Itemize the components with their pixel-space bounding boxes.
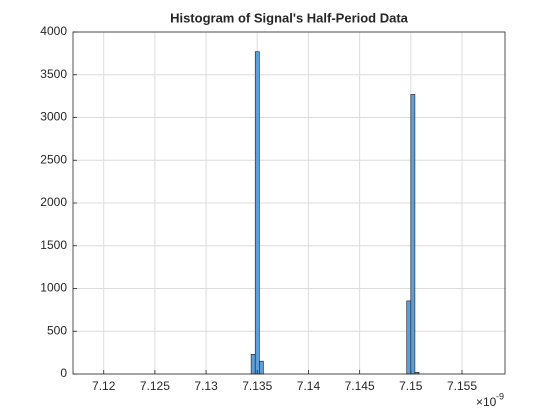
histogram-bar	[259, 360, 264, 375]
histogram-bar	[406, 300, 412, 375]
x-tick-label: 7.12	[92, 379, 116, 393]
y-tick-label: 1500	[40, 238, 67, 252]
y-tick-label: 500	[47, 323, 67, 337]
histogram-bar	[250, 354, 256, 375]
x-tick-label: 7.125	[140, 379, 170, 393]
x-exponent: -9	[496, 391, 504, 401]
y-tick-label: 4000	[40, 24, 67, 38]
x-tick-label: 7.135	[242, 379, 272, 393]
histogram-bar	[410, 94, 416, 375]
y-tick-label: 2000	[40, 195, 67, 209]
histogram-bar	[254, 51, 260, 375]
y-tick-label: 2500	[40, 152, 67, 166]
y-tick-label: 3500	[40, 67, 67, 81]
x-tick-label: 7.155	[447, 379, 477, 393]
chart-title: Histogram of Signal's Half-Period Data	[170, 10, 409, 25]
x-tick-label: 7.15	[399, 379, 423, 393]
y-tick-label: 0	[60, 366, 67, 380]
x-tick-label: 7.13	[194, 379, 218, 393]
y-tick-label: 3000	[40, 110, 67, 124]
x-tick-label: 7.145	[345, 379, 375, 393]
x-multiplier: ×10	[476, 395, 497, 409]
y-tick-label: 1000	[40, 281, 67, 295]
x-tick-label: 7.14	[297, 379, 321, 393]
